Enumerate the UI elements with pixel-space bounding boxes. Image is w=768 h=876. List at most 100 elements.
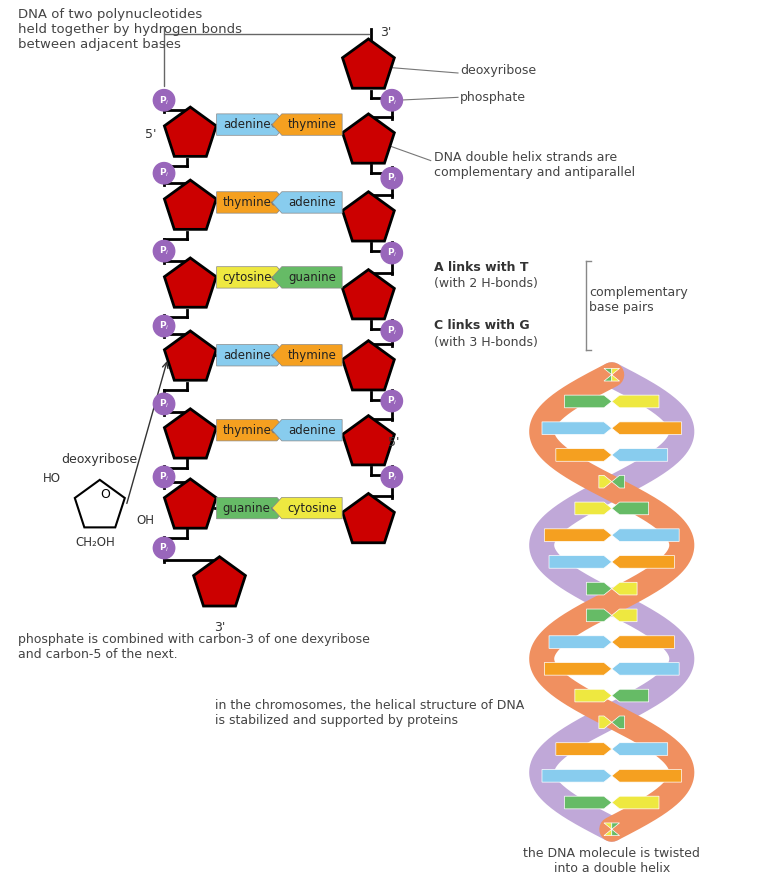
- Text: deoxyribose: deoxyribose: [460, 64, 536, 76]
- Polygon shape: [575, 502, 612, 515]
- Polygon shape: [217, 344, 286, 366]
- Polygon shape: [612, 583, 637, 595]
- Polygon shape: [217, 420, 286, 441]
- Polygon shape: [612, 609, 637, 622]
- Text: P$_i$: P$_i$: [159, 94, 169, 107]
- Polygon shape: [343, 270, 394, 319]
- Polygon shape: [549, 636, 612, 648]
- Polygon shape: [74, 480, 124, 527]
- Polygon shape: [272, 114, 343, 135]
- Polygon shape: [587, 609, 612, 622]
- Text: P$_i$: P$_i$: [159, 541, 169, 555]
- Polygon shape: [612, 369, 620, 381]
- Polygon shape: [612, 476, 624, 488]
- Polygon shape: [612, 636, 674, 648]
- Polygon shape: [164, 107, 217, 156]
- Polygon shape: [612, 662, 679, 675]
- Text: adenine: adenine: [288, 424, 336, 437]
- Text: adenine: adenine: [288, 196, 336, 209]
- Polygon shape: [343, 114, 394, 163]
- Text: guanine: guanine: [288, 271, 336, 284]
- Polygon shape: [217, 266, 286, 288]
- Polygon shape: [612, 555, 674, 569]
- Text: 5': 5': [144, 128, 156, 141]
- Polygon shape: [599, 716, 612, 729]
- Polygon shape: [343, 192, 394, 241]
- Text: cytosine: cytosine: [222, 271, 272, 284]
- Polygon shape: [545, 662, 612, 675]
- Text: CH₂OH: CH₂OH: [75, 535, 114, 548]
- Circle shape: [381, 391, 402, 412]
- Polygon shape: [164, 331, 217, 380]
- Text: (with 2 H-bonds): (with 2 H-bonds): [434, 278, 538, 290]
- Polygon shape: [272, 420, 343, 441]
- Polygon shape: [164, 409, 217, 458]
- Text: complementary
base pairs: complementary base pairs: [589, 286, 688, 314]
- Polygon shape: [612, 823, 620, 836]
- Polygon shape: [164, 479, 217, 528]
- Circle shape: [381, 466, 402, 488]
- Text: O: O: [101, 488, 111, 501]
- Polygon shape: [612, 422, 681, 434]
- Text: the DNA molecule is twisted
into a double helix: the DNA molecule is twisted into a doubl…: [523, 847, 700, 875]
- Text: P$_i$: P$_i$: [386, 325, 397, 337]
- Text: P$_i$: P$_i$: [159, 470, 169, 484]
- Circle shape: [154, 393, 175, 414]
- Polygon shape: [556, 449, 612, 462]
- Circle shape: [154, 89, 175, 111]
- Polygon shape: [612, 529, 679, 541]
- Polygon shape: [164, 180, 217, 230]
- Polygon shape: [272, 192, 343, 213]
- Text: adenine: adenine: [223, 118, 270, 131]
- Text: P$_i$: P$_i$: [386, 247, 397, 259]
- Text: phosphate: phosphate: [460, 91, 526, 104]
- Text: HO: HO: [43, 472, 61, 485]
- Text: 3': 3': [214, 621, 225, 634]
- Polygon shape: [272, 344, 343, 366]
- Text: P$_i$: P$_i$: [386, 395, 397, 407]
- Text: (with 3 H-bonds): (with 3 H-bonds): [434, 336, 538, 349]
- Circle shape: [154, 163, 175, 184]
- Polygon shape: [612, 689, 649, 702]
- Text: phosphate is combined with carbon-3 of one dexyribose
and carbon-5 of the next.: phosphate is combined with carbon-3 of o…: [18, 632, 370, 661]
- Polygon shape: [194, 557, 246, 606]
- Text: P$_i$: P$_i$: [386, 470, 397, 484]
- Text: in the chromosomes, the helical structure of DNA
is stabilized and supported by : in the chromosomes, the helical structur…: [214, 699, 524, 727]
- Polygon shape: [612, 449, 667, 462]
- Text: cytosine: cytosine: [287, 502, 336, 514]
- Text: guanine: guanine: [223, 502, 270, 514]
- Polygon shape: [612, 743, 667, 755]
- Polygon shape: [343, 415, 394, 465]
- Text: P$_i$: P$_i$: [159, 320, 169, 332]
- Circle shape: [154, 240, 175, 262]
- Polygon shape: [272, 498, 343, 519]
- Polygon shape: [612, 796, 659, 809]
- Polygon shape: [343, 39, 394, 88]
- Polygon shape: [549, 555, 612, 569]
- Polygon shape: [564, 796, 612, 809]
- Polygon shape: [217, 114, 286, 135]
- Text: 5': 5': [388, 436, 399, 449]
- Text: DNA of two polynucleotides
held together by hydrogen bonds
between adjacent base: DNA of two polynucleotides held together…: [18, 8, 242, 51]
- Text: A links with T: A links with T: [434, 261, 528, 274]
- Polygon shape: [343, 341, 394, 390]
- Polygon shape: [599, 476, 612, 488]
- Polygon shape: [564, 395, 612, 408]
- Circle shape: [154, 466, 175, 488]
- Text: thymine: thymine: [222, 196, 271, 209]
- Polygon shape: [542, 769, 612, 782]
- Polygon shape: [164, 258, 217, 307]
- Circle shape: [381, 89, 402, 111]
- Polygon shape: [612, 769, 681, 782]
- Polygon shape: [542, 422, 612, 434]
- Polygon shape: [612, 502, 649, 515]
- Polygon shape: [612, 716, 624, 729]
- Polygon shape: [575, 689, 612, 702]
- Text: P$_i$: P$_i$: [159, 245, 169, 258]
- Polygon shape: [587, 583, 612, 595]
- Polygon shape: [545, 529, 612, 541]
- Circle shape: [381, 167, 402, 189]
- Text: C links with G: C links with G: [434, 319, 529, 332]
- Text: DNA double helix strands are
complementary and antiparallel: DNA double helix strands are complementa…: [434, 151, 635, 179]
- Polygon shape: [272, 266, 343, 288]
